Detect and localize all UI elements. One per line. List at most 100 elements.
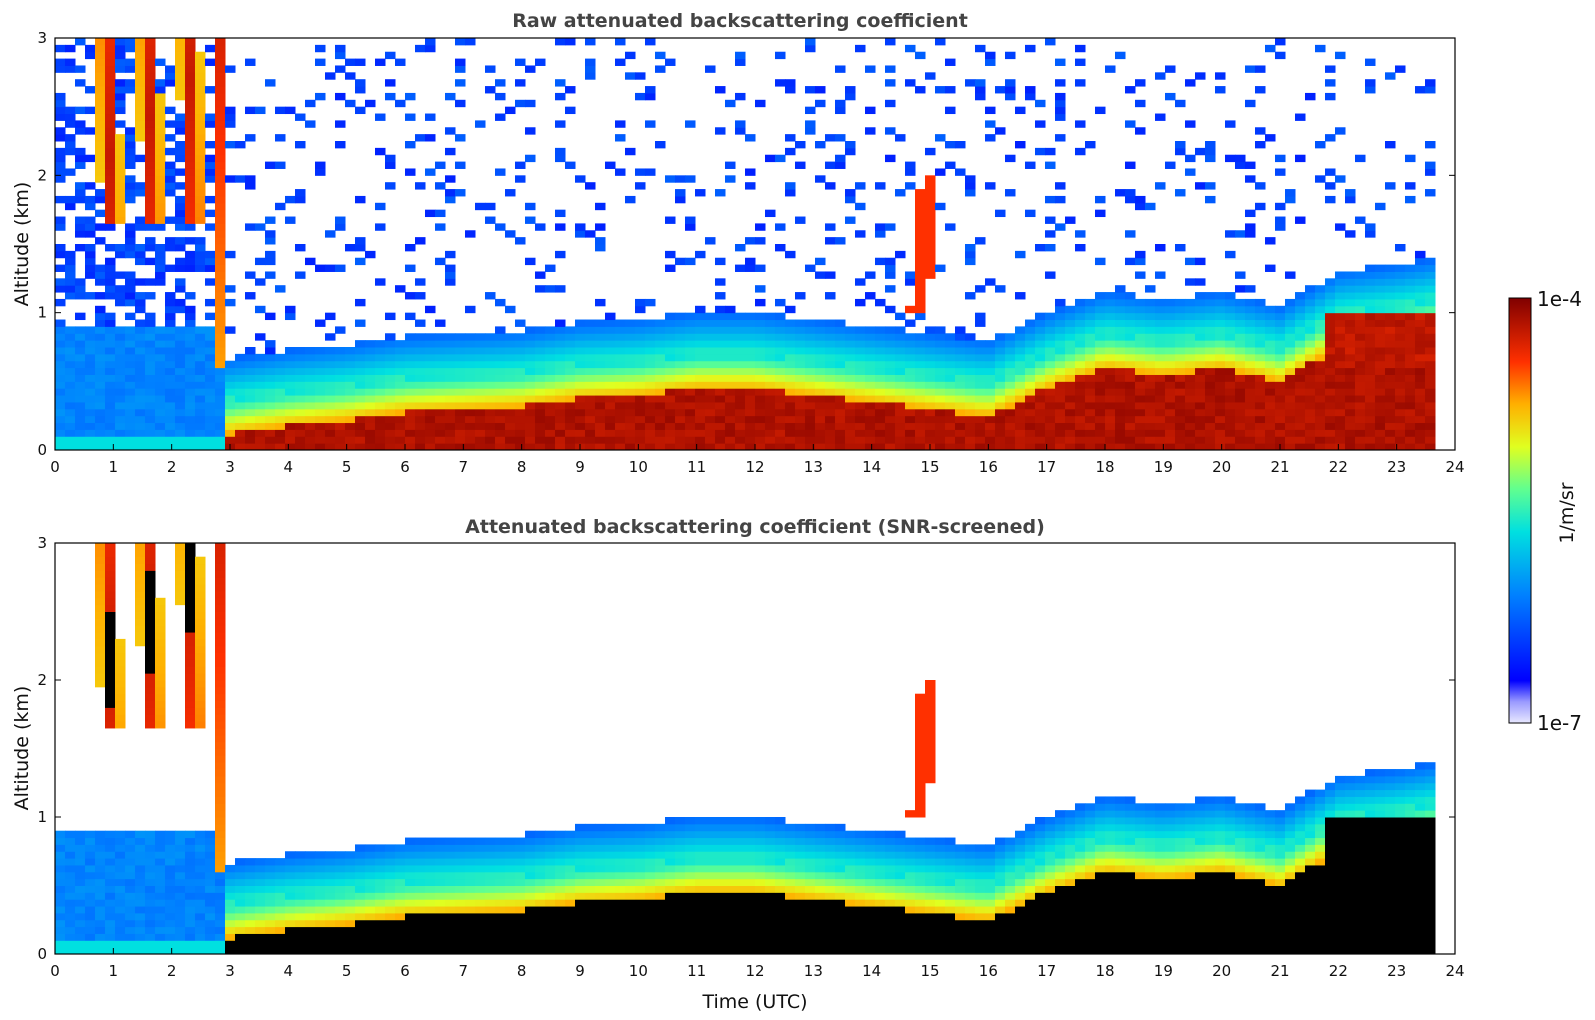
heatmap-cell bbox=[105, 436, 116, 444]
heatmap-cell bbox=[355, 374, 366, 382]
heatmap-cell bbox=[215, 223, 226, 231]
heatmap-cell bbox=[525, 919, 536, 928]
heatmap-cell bbox=[355, 360, 366, 369]
heatmap-cell bbox=[135, 858, 146, 866]
heatmap-cell bbox=[835, 161, 846, 169]
heatmap-cell bbox=[1005, 401, 1016, 410]
heatmap-cell bbox=[1275, 333, 1286, 341]
heatmap-cell bbox=[575, 429, 586, 437]
heatmap-cell bbox=[215, 99, 226, 108]
heatmap-cell bbox=[435, 926, 446, 934]
heatmap-cell bbox=[365, 367, 376, 375]
heatmap-cell bbox=[1145, 312, 1156, 321]
heatmap-cell bbox=[215, 673, 226, 681]
heatmap-cell bbox=[255, 106, 266, 115]
heatmap-cell bbox=[145, 597, 156, 606]
heatmap-cell bbox=[715, 333, 726, 341]
heatmap-cell bbox=[755, 333, 766, 341]
heatmap-cell bbox=[885, 360, 896, 369]
heatmap-cell bbox=[175, 237, 186, 245]
heatmap-cell bbox=[785, 443, 796, 451]
heatmap-cell bbox=[275, 161, 286, 169]
heatmap-cell bbox=[125, 161, 136, 169]
heatmap-cell bbox=[495, 395, 506, 403]
heatmap-cell bbox=[585, 878, 596, 886]
heatmap-cell bbox=[785, 422, 796, 430]
heatmap-cell bbox=[1255, 182, 1266, 190]
heatmap-cell bbox=[325, 885, 336, 893]
heatmap-cell bbox=[1165, 312, 1176, 321]
heatmap-cell bbox=[705, 312, 716, 321]
heatmap-cell bbox=[545, 395, 556, 403]
heatmap-cell bbox=[1205, 401, 1216, 410]
heatmap-cell bbox=[1005, 367, 1016, 375]
heatmap-cell bbox=[905, 347, 916, 355]
heatmap-cell bbox=[435, 933, 446, 941]
heatmap-cell bbox=[1065, 353, 1076, 362]
heatmap-cell bbox=[55, 360, 66, 369]
heatmap-cell bbox=[395, 374, 406, 382]
heatmap-cell bbox=[1385, 271, 1396, 279]
heatmap-cell bbox=[465, 892, 476, 900]
heatmap-cell bbox=[735, 374, 746, 382]
heatmap-cell bbox=[905, 278, 916, 286]
heatmap-cell bbox=[1175, 388, 1186, 396]
heatmap-cell bbox=[225, 871, 236, 880]
heatmap-cell bbox=[545, 885, 556, 893]
heatmap-cell bbox=[175, 285, 186, 293]
heatmap-cell bbox=[745, 353, 756, 362]
heatmap-cell bbox=[185, 202, 196, 211]
heatmap-cell bbox=[835, 367, 846, 375]
heatmap-cell bbox=[1185, 381, 1196, 389]
heatmap-cell bbox=[1425, 319, 1436, 327]
heatmap-cell bbox=[1335, 367, 1346, 375]
heatmap-cell bbox=[545, 401, 556, 410]
heatmap-cell bbox=[1215, 298, 1226, 307]
heatmap-cell bbox=[485, 333, 496, 341]
heatmap-cell bbox=[1355, 154, 1366, 163]
heatmap-cell bbox=[1285, 395, 1296, 403]
heatmap-cell bbox=[1185, 422, 1196, 430]
heatmap-cell bbox=[1235, 326, 1246, 334]
heatmap-cell bbox=[495, 388, 506, 396]
heatmap-cell bbox=[575, 381, 586, 389]
heatmap-cell bbox=[1015, 374, 1026, 382]
heatmap-cell bbox=[365, 250, 376, 259]
heatmap-cell bbox=[155, 415, 166, 424]
heatmap-cell bbox=[145, 65, 156, 73]
heatmap-cell bbox=[285, 864, 296, 873]
heatmap-cell bbox=[205, 141, 216, 149]
heatmap-cell bbox=[1005, 374, 1016, 382]
heatmap-cell bbox=[905, 353, 916, 362]
heatmap-cell bbox=[795, 326, 806, 334]
heatmap-cell bbox=[475, 906, 486, 914]
heatmap-cell bbox=[565, 86, 576, 94]
heatmap-cell bbox=[705, 374, 716, 382]
heatmap-cell bbox=[515, 940, 526, 948]
heatmap-cell bbox=[1345, 305, 1356, 314]
heatmap-cell bbox=[665, 58, 676, 66]
heatmap-cell bbox=[185, 209, 196, 218]
heatmap-cell bbox=[915, 250, 926, 259]
heatmap-cell bbox=[495, 415, 506, 424]
heatmap-cell bbox=[835, 237, 846, 245]
heatmap-cell bbox=[535, 408, 546, 417]
heatmap-cell bbox=[295, 408, 306, 417]
heatmap-cell bbox=[65, 250, 76, 259]
heatmap-cell bbox=[1125, 374, 1136, 382]
heatmap-cell bbox=[415, 353, 426, 362]
heatmap-cell bbox=[345, 919, 356, 928]
heatmap-cell bbox=[115, 367, 126, 375]
heatmap-cell bbox=[245, 408, 256, 417]
heatmap-cell bbox=[375, 401, 386, 410]
heatmap-cell bbox=[1325, 168, 1336, 176]
heatmap-cell bbox=[165, 919, 176, 928]
heatmap-cell bbox=[925, 401, 936, 410]
heatmap-cell bbox=[525, 127, 536, 135]
heatmap-cell bbox=[445, 443, 456, 451]
heatmap-cell bbox=[1075, 147, 1086, 156]
heatmap-cell bbox=[335, 223, 346, 231]
heatmap-cell bbox=[255, 933, 266, 941]
heatmap-cell bbox=[1385, 415, 1396, 424]
heatmap-cell bbox=[315, 926, 326, 934]
